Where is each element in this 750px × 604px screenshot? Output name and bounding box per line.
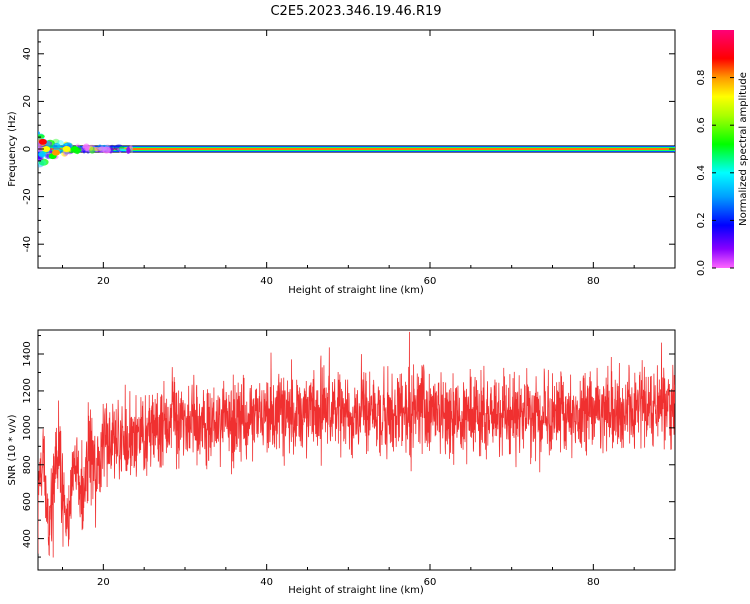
snr-y-tick-label: 600 — [22, 492, 33, 511]
snr-x-tick-label: 60 — [424, 577, 437, 588]
colorbar-tick-label: 0.0 — [696, 260, 707, 276]
snr-y-tick-label: 1000 — [22, 415, 33, 440]
spectrogram-blob — [52, 138, 60, 144]
spectrogram-y-tick-label: -40 — [22, 236, 33, 252]
spectrogram-blob — [119, 148, 127, 152]
spectrogram-x-tick-label: 80 — [587, 276, 600, 287]
snr-y-tick-label: 400 — [22, 529, 33, 548]
spectrogram-blob — [104, 144, 111, 153]
spectrogram-y-tick-label: 20 — [22, 95, 33, 108]
spectrogram-blob — [126, 146, 131, 154]
spectrogram-blob — [64, 143, 68, 146]
spectrogram-blob — [45, 152, 49, 156]
colorbar-tick-label: 0.8 — [696, 70, 707, 86]
spectrogram-blob — [52, 142, 61, 151]
snr-x-label: Height of straight line (km) — [288, 585, 424, 596]
spectrogram-blob — [38, 142, 41, 149]
spectrogram-blob — [48, 144, 55, 149]
spectrogram-y-tick-label: 40 — [22, 47, 33, 60]
spectrogram-blob — [38, 131, 41, 135]
colorbar-ticks: 0.0 0.2 0.4 0.6 0.8 — [696, 70, 734, 276]
spectrogram-y-label: Frequency (Hz) — [7, 111, 18, 187]
snr-y-label: SNR (10 * v/v) — [7, 414, 18, 485]
spectrogram-blob — [38, 156, 44, 161]
spectrogram-blob — [38, 151, 47, 159]
spectrogram-hotspot — [42, 146, 51, 152]
spectrogram-blob — [82, 143, 90, 151]
spectrogram-axes: 20 40 60 80 -40 -20 0 20 40 — [22, 30, 676, 287]
spectrogram-hotspot — [62, 146, 71, 152]
spectrogram-image — [38, 131, 675, 168]
spectrogram-blob — [38, 145, 44, 148]
spectrogram-panel: 20 40 60 80 -40 -20 0 20 40 Height of straight l… — [7, 29, 676, 296]
snr-y-tick-label: 800 — [22, 455, 33, 474]
spectrogram-hotspot — [70, 146, 79, 152]
colorbar-label: Normalized spectral amplitude — [738, 72, 749, 226]
band-ridge — [38, 148, 675, 150]
spectrogram-blob — [130, 147, 133, 153]
spectrogram-x-tick-label: 60 — [424, 276, 437, 287]
colorbar: 0.0 0.2 0.4 0.6 0.8 Normalized spectral ampl… — [696, 30, 749, 276]
spectrogram-x-tick-label: 20 — [97, 276, 110, 287]
snr-y-tick-label: 1400 — [22, 341, 33, 366]
colorbar-tick-label: 0.2 — [696, 212, 707, 228]
spectrogram-blob — [38, 158, 44, 161]
spectrogram-hotspot — [51, 149, 60, 156]
colorbar-tick-label: 0.4 — [696, 165, 707, 181]
spectrogram-x-tick-label: 40 — [260, 276, 273, 287]
spectrogram-y-tick-label: -20 — [22, 188, 33, 204]
colorbar-gradient — [712, 30, 734, 268]
snr-axes: 20 40 60 80 400 600 800 1000 1200 1400 — [22, 330, 676, 588]
spectrogram-blob — [89, 146, 96, 154]
snr-panel: 20 40 60 80 400 600 800 1000 1200 1400 Height of … — [7, 329, 676, 596]
spectrogram-hotspot — [38, 138, 47, 145]
snr-x-tick-label: 40 — [260, 577, 273, 588]
spectrogram-blob — [97, 146, 108, 151]
spectrogram-blob — [38, 158, 49, 166]
snr-series-line — [38, 331, 675, 558]
snr-x-tick-label: 80 — [587, 577, 600, 588]
snr-x-tick-label: 20 — [97, 577, 110, 588]
spectrogram-blob — [130, 146, 134, 154]
colorbar-tick-label: 0.6 — [696, 117, 707, 133]
spectrogram-y-tick-label: 0 — [22, 146, 33, 152]
snr-y-tick-label: 1200 — [22, 378, 33, 403]
spectrogram-blob — [45, 151, 50, 158]
figure-title: C2E5.2023.346.19.46.R19 — [270, 4, 441, 19]
spectrogram-blob — [56, 140, 65, 148]
spectrogram-x-label: Height of straight line (km) — [288, 285, 424, 296]
